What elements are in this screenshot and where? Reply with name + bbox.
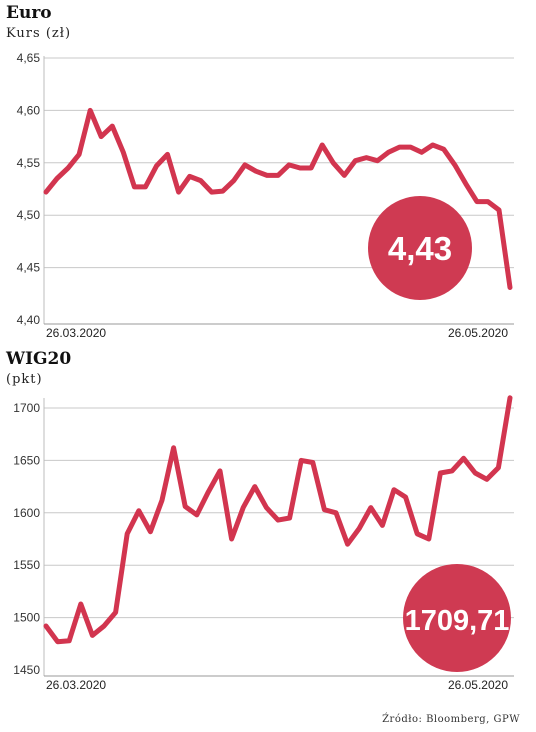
euro-ytick-label: 4,60: [17, 103, 41, 117]
wig20-x-end-label: 26.05.2020: [448, 678, 508, 692]
euro-series-line: [43, 107, 513, 290]
wig20-ytick-label: 1450: [13, 663, 40, 677]
wig20-x-start-label: 26.03.2020: [46, 678, 106, 692]
wig20-ytick-label: 1600: [13, 506, 40, 520]
wig20-ytick-label: 1700: [13, 401, 40, 415]
euro-ytick-label: 4,45: [17, 261, 41, 275]
euro-chart: Euro Kurs (zł) 4,654,604,554,504,454,40 …: [6, 3, 514, 340]
wig20-badge-value: 1709,71: [405, 605, 510, 637]
wig20-chart-title: WIG20: [5, 349, 71, 369]
euro-badge-value: 4,43: [388, 230, 452, 267]
euro-x-start-label: 26.03.2020: [46, 326, 106, 340]
wig20-ytick-label: 1500: [13, 611, 40, 625]
euro-chart-title: Euro: [6, 3, 52, 23]
wig20-chart: WIG20 (pkt) 1700 1650 1600 1550 1500 1450 26.…: [5, 349, 514, 692]
wig20-chart-ylabel: (pkt): [6, 372, 43, 387]
wig20-value-badge: 1709,71: [403, 564, 511, 672]
euro-ytick-label: 4,40: [17, 313, 41, 327]
euro-x-end-label: 26.05.2020: [448, 326, 508, 340]
euro-ytick-labels: 4,65 4,60 4,55 4,50 4,45 4,40: [17, 51, 41, 327]
wig20-series-line: [43, 395, 513, 645]
wig20-ytick-labels: 1700 1650 1600 1550 1500 1450: [13, 401, 40, 677]
euro-badge-circle: [368, 196, 472, 300]
wig20-badge-circle: [403, 564, 511, 672]
euro-chart-ylabel: Kurs (zł): [6, 26, 71, 41]
euro-value-badge: 4,43: [368, 196, 472, 300]
wig20-ytick-label: 1550: [13, 558, 40, 572]
source-note: Źródło: Bloomberg, GPW: [382, 713, 520, 725]
euro-ytick-label: 4,65: [17, 51, 41, 65]
euro-ytick-label: 4,55: [17, 156, 41, 170]
euro-ytick-label: 4,50: [17, 208, 41, 222]
wig20-ytick-label: 1650: [13, 453, 40, 467]
